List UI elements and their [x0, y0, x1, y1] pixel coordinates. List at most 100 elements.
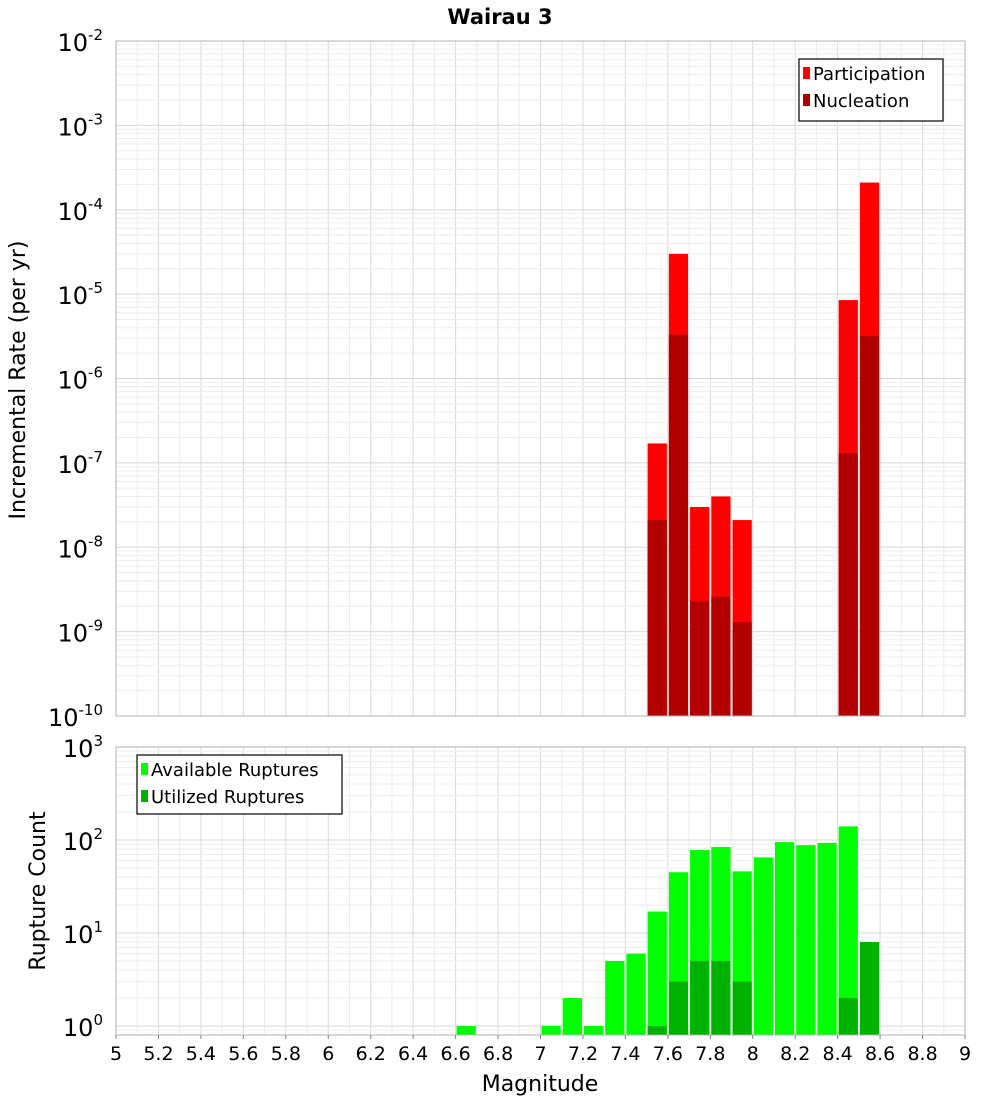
rate-legend-label: Participation: [813, 64, 925, 85]
rate-plot-panel: 10-1010-910-810-710-610-510-410-310-2Par…: [48, 26, 966, 732]
x-tick-label: 6.6: [440, 1043, 470, 1065]
count-bar: [647, 911, 667, 1035]
rate-y-tick-base: 10: [48, 704, 79, 732]
x-tick-label: 6: [322, 1043, 334, 1065]
x-tick-label: 8.6: [865, 1043, 895, 1065]
rate-y-tick-exponent: -7: [88, 448, 103, 466]
rate-y-tick-base: 10: [57, 451, 88, 479]
y-axis-label-count: Rupture Count: [26, 811, 51, 971]
count-bar: [541, 1025, 561, 1035]
rate-y-tick-base: 10: [57, 29, 88, 57]
count-bar: [838, 826, 858, 1035]
rate-y-tick-exponent: -6: [88, 364, 103, 382]
rate-bar: [647, 520, 667, 716]
x-axis-label: Magnitude: [482, 1072, 599, 1097]
rate-y-tick-base: 10: [57, 367, 88, 395]
count-legend-label: Utilized Ruptures: [151, 787, 304, 808]
x-tick-label: 7.8: [695, 1043, 725, 1065]
x-tick-label: 6.8: [483, 1043, 513, 1065]
count-legend: Available Ruptures Utilized Ruptures: [136, 754, 343, 815]
x-tick-label: 6.2: [356, 1043, 386, 1065]
x-tick-label: 9: [959, 1043, 971, 1065]
count-bar: [796, 845, 816, 1035]
rate-plot-frame: [115, 40, 966, 717]
count-bar: [690, 960, 710, 1035]
x-tick-label: 5: [110, 1043, 122, 1065]
x-tick-label: 7.2: [568, 1043, 598, 1065]
rate-y-tick-base: 10: [57, 198, 88, 226]
count-bar: [668, 981, 689, 1035]
x-tick-label: 8.8: [907, 1043, 937, 1065]
rate-y-tick-label: 10-3: [57, 110, 103, 141]
count-bar: [626, 953, 646, 1035]
count-legend-swatch: [141, 763, 148, 775]
x-tick-label: 8.4: [823, 1043, 853, 1065]
count-bar: [774, 842, 795, 1035]
rate-y-tick-label: 10-7: [57, 448, 103, 479]
rate-y-tick-label: 10-6: [57, 364, 103, 395]
rate-y-tick-label: 10-4: [57, 195, 103, 226]
rate-bar: [838, 453, 858, 716]
count-bar: [605, 960, 625, 1035]
rate-y-tick-exponent: -3: [88, 110, 103, 128]
count-bar: [838, 997, 858, 1035]
count-bar: [817, 842, 837, 1035]
rate-y-tick-base: 10: [57, 620, 88, 648]
rate-legend-swatch: [803, 67, 810, 79]
rate-y-tick-exponent: -8: [88, 532, 103, 550]
rate-y-tick-base: 10: [57, 113, 88, 141]
count-y-tick-label: 100: [63, 1011, 103, 1042]
count-y-tick-exponent: 2: [93, 825, 103, 843]
count-y-tick-base: 10: [63, 828, 94, 856]
count-legend-box: [136, 754, 343, 815]
x-tick-label: 5.6: [228, 1043, 258, 1065]
count-bar: [753, 857, 773, 1035]
rate-y-tick-base: 10: [57, 282, 88, 310]
count-bar: [562, 997, 582, 1035]
rate-bar: [690, 601, 710, 716]
rate-legend-swatch: [803, 94, 810, 106]
rate-y-tick-exponent: -5: [88, 279, 103, 297]
x-tick-label: 5.4: [186, 1043, 216, 1065]
count-bar: [583, 1025, 604, 1035]
rate-y-tick-exponent: -9: [88, 617, 103, 635]
count-y-tick-exponent: 3: [93, 732, 103, 750]
rate-y-tick-exponent: -4: [88, 195, 103, 213]
rate-legend-label: Nucleation: [813, 91, 909, 112]
rate-y-tick-label: 10-8: [57, 532, 103, 563]
rate-y-tick-label: 10-2: [57, 26, 103, 57]
x-tick-label: 7.4: [610, 1043, 640, 1065]
rate-bar: [859, 335, 880, 716]
rate-y-tick-label: 10-10: [48, 701, 103, 732]
x-tick-label: 5.8: [271, 1043, 301, 1065]
rate-bar: [732, 622, 752, 716]
rate-grid: [115, 41, 966, 717]
x-tick-label: 5.2: [143, 1043, 173, 1065]
count-y-tick-base: 10: [63, 921, 94, 949]
x-tick-label: 7: [534, 1043, 546, 1065]
rate-y-tick-exponent: -10: [79, 701, 104, 719]
count-y-tick-label: 102: [63, 825, 103, 856]
count-bar: [859, 942, 880, 1035]
count-bar: [647, 1025, 667, 1035]
y-axis-label-rate: Incremental Rate (per yr): [6, 241, 31, 520]
count-legend-swatch: [141, 790, 148, 802]
x-ticks: 5 5.2 5.4 5.6 5.8 6 6.2 6.4 6.6 6.8 7 7.2 7.4 7.6 7.8 8…: [110, 1035, 971, 1065]
count-bar: [732, 981, 752, 1035]
count-legend-label: Available Ruptures: [151, 760, 319, 781]
count-bar: [711, 960, 731, 1035]
count-y-tick-label: 101: [63, 918, 103, 949]
count-y-tick-exponent: 1: [93, 918, 103, 936]
x-tick-label: 8: [747, 1043, 759, 1065]
rate-legend: Participation Nucleation: [798, 58, 944, 122]
count-y-tick-base: 10: [63, 735, 94, 763]
count-series-1: [647, 942, 880, 1035]
x-tick-label: 7.6: [653, 1043, 683, 1065]
rate-bar: [711, 596, 731, 716]
count-y-tick-exponent: 0: [93, 1011, 103, 1029]
